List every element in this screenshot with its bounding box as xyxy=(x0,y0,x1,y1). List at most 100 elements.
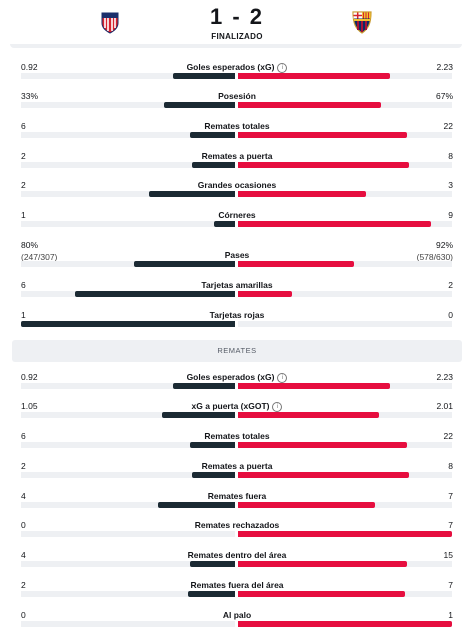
atletico-madrid-crest-icon[interactable] xyxy=(98,10,122,34)
away-bar xyxy=(238,73,390,79)
stat-label: Remates totales xyxy=(0,121,474,131)
away-value: 7 xyxy=(448,491,453,501)
stat-row: 1 0 Tarjetas rojas xyxy=(0,310,474,340)
stat-row: 0 1 Al palo xyxy=(0,610,474,640)
stat-label-text: Remates dentro del área xyxy=(187,550,287,560)
away-bar-track xyxy=(238,132,452,138)
stat-label: Remates rechazados xyxy=(0,520,474,530)
away-value-text: 2.01 xyxy=(436,401,453,411)
info-icon[interactable]: i xyxy=(272,402,283,412)
home-bar-track xyxy=(21,442,235,448)
stat-label-text: Al palo xyxy=(222,610,252,620)
home-value-text: 0 xyxy=(21,520,26,530)
away-value: 8 xyxy=(448,461,453,471)
away-bar xyxy=(238,261,354,267)
home-value: 4 xyxy=(21,491,26,501)
home-value-text: 1 xyxy=(21,310,26,320)
stat-row: 1 9 Córneres xyxy=(0,210,474,240)
home-value-text: 2 xyxy=(21,580,26,590)
home-bar xyxy=(172,383,235,389)
away-value-text: 22 xyxy=(443,431,453,441)
away-bar xyxy=(238,531,452,537)
away-value: 15 xyxy=(444,550,453,560)
away-value-text: 2.23 xyxy=(436,372,453,382)
home-bar-track xyxy=(21,591,235,597)
away-value: 9 xyxy=(448,210,453,220)
away-bar-track xyxy=(238,261,452,267)
home-value-text: 0.92 xyxy=(21,372,38,382)
home-value: 0.92 xyxy=(21,372,38,382)
stat-label-text: xG a puerta (xGOT) xyxy=(191,401,270,411)
away-bar xyxy=(238,383,390,389)
stat-label: Goles esperados (xG) i xyxy=(0,372,474,383)
stat-label-text: Tarjetas rojas xyxy=(209,310,265,320)
home-bar xyxy=(192,162,235,168)
home-bar xyxy=(164,102,235,108)
stat-row: 6 22 Remates totales xyxy=(0,431,474,461)
home-bar xyxy=(190,132,235,138)
away-value-text: 0 xyxy=(448,310,453,320)
away-value: 2 xyxy=(448,280,453,290)
stat-label: Remates fuera del área xyxy=(0,580,474,590)
home-bar-track xyxy=(21,472,235,478)
home-value: 0.92 xyxy=(21,62,38,72)
home-bar-track xyxy=(21,102,235,108)
away-value-text: 8 xyxy=(448,461,453,471)
home-bar xyxy=(21,321,235,327)
home-value: 1 xyxy=(21,210,26,220)
away-bar-track xyxy=(238,502,452,508)
stat-label-text: Remates fuera del área xyxy=(190,580,284,590)
stat-label: Remates a puerta xyxy=(0,151,474,161)
away-value: 67% xyxy=(436,91,453,101)
away-value: 0 xyxy=(448,310,453,320)
away-value: 2.23 xyxy=(436,372,453,382)
home-value-text: 2 xyxy=(21,461,26,471)
home-value: 6 xyxy=(21,121,26,131)
home-bar-track xyxy=(21,162,235,168)
away-value: 22 xyxy=(444,121,453,131)
match-status: FINALIZADO xyxy=(211,32,263,41)
stat-label-text: Remates totales xyxy=(204,431,270,441)
home-bar-track xyxy=(21,621,235,627)
stat-label-text: Tarjetas amarillas xyxy=(201,280,273,290)
panel-divider xyxy=(10,44,462,48)
section-header-remates: REMATES xyxy=(12,340,462,362)
away-bar xyxy=(238,591,405,597)
home-value: 2 xyxy=(21,461,26,471)
stat-label: Goles esperados (xG) i xyxy=(0,62,474,73)
away-value-text: 3 xyxy=(448,180,453,190)
stat-label: Tarjetas amarillas xyxy=(0,280,474,290)
match-header: 1 - 2 FINALIZADO xyxy=(0,0,474,44)
stat-label-text: Goles esperados (xG) xyxy=(186,372,275,382)
away-value-text: 15 xyxy=(443,550,453,560)
away-bar-track xyxy=(238,321,452,327)
home-bar xyxy=(74,291,235,297)
home-value-text: 80% xyxy=(21,240,39,250)
away-bar-track xyxy=(238,162,452,168)
away-bar xyxy=(238,412,380,418)
away-value-text: 92% xyxy=(435,240,453,250)
away-bar xyxy=(238,162,410,168)
home-value-text: 2 xyxy=(21,180,26,190)
home-bar xyxy=(157,502,235,508)
stat-row: 0.92 2.23 Goles esperados (xG) i xyxy=(0,62,474,92)
home-value-text: 1 xyxy=(21,210,26,220)
info-icon[interactable]: i xyxy=(277,373,288,383)
away-bar xyxy=(238,102,382,108)
fc-barcelona-crest-icon[interactable] xyxy=(350,10,374,34)
away-bar-track xyxy=(238,291,452,297)
home-bar xyxy=(213,221,235,227)
stat-label: Remates totales xyxy=(0,431,474,441)
stat-row: 4 7 Remates fuera xyxy=(0,491,474,521)
home-value-text: 6 xyxy=(21,431,26,441)
stat-row: 2 3 Grandes ocasiones xyxy=(0,180,474,210)
home-bar-track xyxy=(21,191,235,197)
home-bar-track xyxy=(21,561,235,567)
home-value-text: 4 xyxy=(21,491,26,501)
info-icon[interactable]: i xyxy=(277,63,288,73)
stat-label-text: Remates a puerta xyxy=(201,461,273,471)
stat-row: 0.92 2.23 Goles esperados (xG) i xyxy=(0,372,474,402)
home-value-text: 33% xyxy=(21,91,39,101)
stat-label: xG a puerta (xGOT) i xyxy=(0,401,474,412)
home-value: 2 xyxy=(21,580,26,590)
